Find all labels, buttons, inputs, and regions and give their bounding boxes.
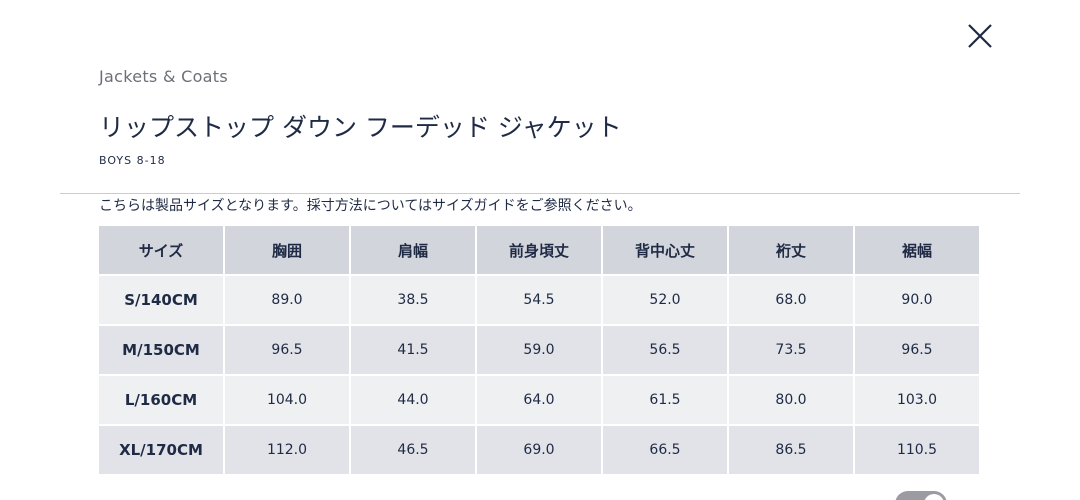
column-header: 前身頃丈 [477, 226, 601, 274]
table-cell: 56.5 [603, 326, 727, 374]
table-row: XL/170CM 112.0 46.5 69.0 66.5 86.5 110.5 [99, 426, 979, 474]
table-cell: 103.0 [855, 376, 979, 424]
column-header: 肩幅 [351, 226, 475, 274]
table-cell: 68.0 [729, 276, 853, 324]
table-cell: 104.0 [225, 376, 349, 424]
header-row: サイズ 胸囲 肩幅 前身頃丈 背中心丈 裄丈 裾幅 [99, 226, 979, 274]
table-cell: 89.0 [225, 276, 349, 324]
size-label: XL/170CM [99, 426, 223, 474]
table-cell: 73.5 [729, 326, 853, 374]
column-header: サイズ [99, 226, 223, 274]
table-cell: 44.0 [351, 376, 475, 424]
table-cell: 64.0 [477, 376, 601, 424]
close-button[interactable] [966, 22, 994, 50]
table-row: M/150CM 96.5 41.5 59.0 56.5 73.5 96.5 [99, 326, 979, 374]
size-note: こちらは製品サイズとなります。採寸方法についてはサイズガイドをご参照ください。 [99, 198, 642, 214]
divider [60, 193, 1020, 194]
table-cell: 52.0 [603, 276, 727, 324]
column-header: 裾幅 [855, 226, 979, 274]
table-cell: 38.5 [351, 276, 475, 324]
table-cell: 96.5 [855, 326, 979, 374]
table-cell: 59.0 [477, 326, 601, 374]
table-cell: 54.5 [477, 276, 601, 324]
product-subtitle: BOYS 8-18 [99, 154, 166, 167]
table-cell: 66.5 [603, 426, 727, 474]
product-title: リップストップ ダウン フーデッド ジャケット [99, 113, 622, 142]
table-row: L/160CM 104.0 44.0 64.0 61.5 80.0 103.0 [99, 376, 979, 424]
category: Jackets & Coats [99, 67, 228, 86]
table-cell: 69.0 [477, 426, 601, 474]
column-header: 胸囲 [225, 226, 349, 274]
table-cell: 96.5 [225, 326, 349, 374]
table-row: S/140CM 89.0 38.5 54.5 52.0 68.0 90.0 [99, 276, 979, 324]
size-table: サイズ 胸囲 肩幅 前身頃丈 背中心丈 裄丈 裾幅 S/140CM 89.0 38.5 54.5 52… [97, 224, 981, 476]
table-cell: 80.0 [729, 376, 853, 424]
toggle[interactable] [895, 491, 947, 500]
column-header: 裄丈 [729, 226, 853, 274]
table-cell: 90.0 [855, 276, 979, 324]
table-cell: 86.5 [729, 426, 853, 474]
table-cell: 112.0 [225, 426, 349, 474]
table-cell: 110.5 [855, 426, 979, 474]
size-label: M/150CM [99, 326, 223, 374]
table-cell: 41.5 [351, 326, 475, 374]
size-label: L/160CM [99, 376, 223, 424]
table-cell: 46.5 [351, 426, 475, 474]
size-label: S/140CM [99, 276, 223, 324]
table-cell: 61.5 [603, 376, 727, 424]
column-header: 背中心丈 [603, 226, 727, 274]
